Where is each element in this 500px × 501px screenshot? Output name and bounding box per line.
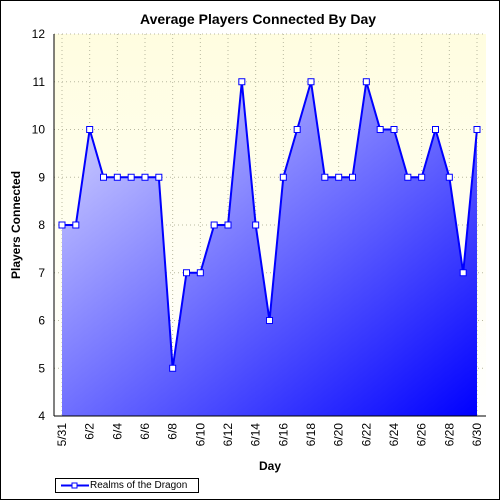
y-tick-label: 4 xyxy=(38,409,45,423)
x-tick-label: 6/10 xyxy=(193,423,207,447)
data-point-marker xyxy=(169,364,177,372)
data-point-marker xyxy=(349,173,356,181)
data-point-marker xyxy=(445,173,453,181)
x-tick-label: 6/6 xyxy=(138,423,152,440)
y-tick-label: 6 xyxy=(38,314,45,328)
data-point-marker xyxy=(279,173,287,181)
x-tick-label: 6/30 xyxy=(470,423,484,447)
y-tick-label: 7 xyxy=(38,266,45,280)
data-point-marker xyxy=(293,126,301,133)
x-tick-label: 6/22 xyxy=(359,423,373,447)
x-tick-label: 6/8 xyxy=(166,423,180,440)
legend: Realms of the Dragon xyxy=(55,478,199,493)
data-point-marker xyxy=(362,78,370,86)
data-point-marker xyxy=(252,221,260,229)
series-markers xyxy=(58,78,481,372)
y-axis-title: Players Connected xyxy=(9,171,23,279)
x-tick-label: 6/14 xyxy=(249,423,263,447)
data-point-marker xyxy=(307,78,315,86)
x-tick-label: 6/18 xyxy=(304,423,318,447)
x-tick-label: 6/4 xyxy=(110,423,124,440)
x-tick-label: 5/31 xyxy=(55,423,69,447)
legend-swatch xyxy=(61,482,89,489)
data-point-marker xyxy=(321,173,329,181)
data-point-marker xyxy=(404,173,412,181)
data-point-marker xyxy=(58,221,66,229)
data-point-marker xyxy=(210,221,218,229)
x-tick-label: 6/26 xyxy=(415,423,429,447)
x-tick-labels: 5/31 6/2 6/4 6/6 6/8 6/10 6/12 6/14 6/16 6/18 6/20… xyxy=(55,423,484,447)
axes xyxy=(53,34,486,417)
data-point-marker xyxy=(127,173,135,181)
data-point-marker xyxy=(86,126,94,133)
legend-label: Realms of the Dragon xyxy=(90,480,188,491)
x-tick-label: 6/20 xyxy=(332,423,346,447)
data-point-marker xyxy=(390,126,398,133)
y-tick-label: 8 xyxy=(38,218,45,232)
y-tick-labels: 4 5 6 7 8 9 10 11 12 xyxy=(32,27,46,423)
data-point-marker xyxy=(224,221,232,229)
data-point-marker xyxy=(459,269,467,277)
data-point-marker xyxy=(183,269,190,277)
data-point-marker xyxy=(196,269,204,277)
data-point-marker xyxy=(238,78,246,86)
y-tick-label: 11 xyxy=(33,75,46,89)
x-axis-title: Day xyxy=(259,459,281,473)
chart-title: Average Players Connected By Day xyxy=(140,11,376,27)
data-point-marker xyxy=(113,173,121,181)
data-point-marker xyxy=(141,173,149,181)
data-point-marker xyxy=(335,173,343,181)
data-point-marker xyxy=(155,173,163,181)
x-tick-label: 6/24 xyxy=(387,423,401,447)
data-point-marker xyxy=(100,173,107,181)
data-point-marker xyxy=(432,126,439,133)
x-tick-label: 6/12 xyxy=(221,423,235,447)
x-tick-label: 6/2 xyxy=(83,423,97,440)
x-tick-label: 6/28 xyxy=(442,423,456,447)
data-point-marker xyxy=(72,221,80,229)
data-point-marker xyxy=(376,126,384,133)
y-tick-label: 9 xyxy=(38,170,45,184)
series-area xyxy=(62,81,477,416)
data-point-marker xyxy=(473,126,481,133)
x-tick-label: 6/16 xyxy=(276,423,290,447)
y-tick-label: 12 xyxy=(32,27,46,41)
data-point-marker xyxy=(266,317,273,324)
y-tick-label: 5 xyxy=(38,361,45,375)
y-tick-label: 10 xyxy=(32,123,46,137)
data-point-marker xyxy=(418,173,426,181)
